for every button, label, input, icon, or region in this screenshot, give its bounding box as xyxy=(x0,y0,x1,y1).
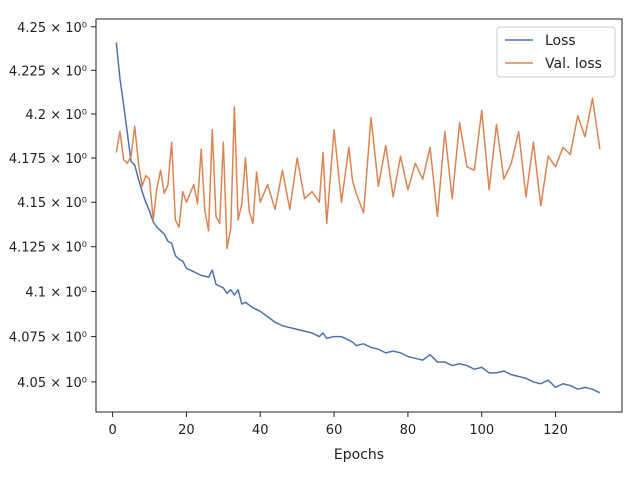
x-tick-label: 40 xyxy=(252,423,269,438)
series-line-0 xyxy=(115,42,601,394)
legend-label: Loss xyxy=(545,33,576,49)
axes-frame xyxy=(95,18,623,413)
y-tick-label: 4.075 × 10⁰ xyxy=(9,331,87,346)
x-tick-label: 0 xyxy=(108,423,116,438)
y-tick-label: 4.175 × 10⁰ xyxy=(9,152,87,167)
x-axis: 0 20 40 60 80 100 120 xyxy=(108,412,568,438)
x-tick-label: 60 xyxy=(326,423,343,438)
y-tick-label: 4.25 × 10⁰ xyxy=(17,21,87,36)
y-tick-label: 4.15 × 10⁰ xyxy=(17,196,87,211)
y-tick-label: 4.2 × 10⁰ xyxy=(25,108,87,123)
y-tick-label: 4.125 × 10⁰ xyxy=(9,241,87,256)
legend-label: Val. loss xyxy=(545,56,602,72)
plot-lines xyxy=(115,42,601,394)
y-tick-label: 4.225 × 10⁰ xyxy=(9,64,87,79)
x-tick-label: 100 xyxy=(469,423,494,438)
y-tick-label: 4.05 × 10⁰ xyxy=(17,376,87,391)
x-tick-label: 120 xyxy=(543,423,568,438)
x-tick-label: 80 xyxy=(400,423,417,438)
x-axis-label: Epochs xyxy=(334,447,384,463)
y-tick-label: 4.1 × 10⁰ xyxy=(25,286,87,301)
series-line-1 xyxy=(115,97,601,250)
x-tick-label: 20 xyxy=(178,423,195,438)
legend: Loss Val. loss xyxy=(496,26,616,78)
y-axis: 4.25 × 10⁰ 4.225 × 10⁰ 4.2 × 10⁰ 4.175 × 10… xyxy=(9,21,96,391)
